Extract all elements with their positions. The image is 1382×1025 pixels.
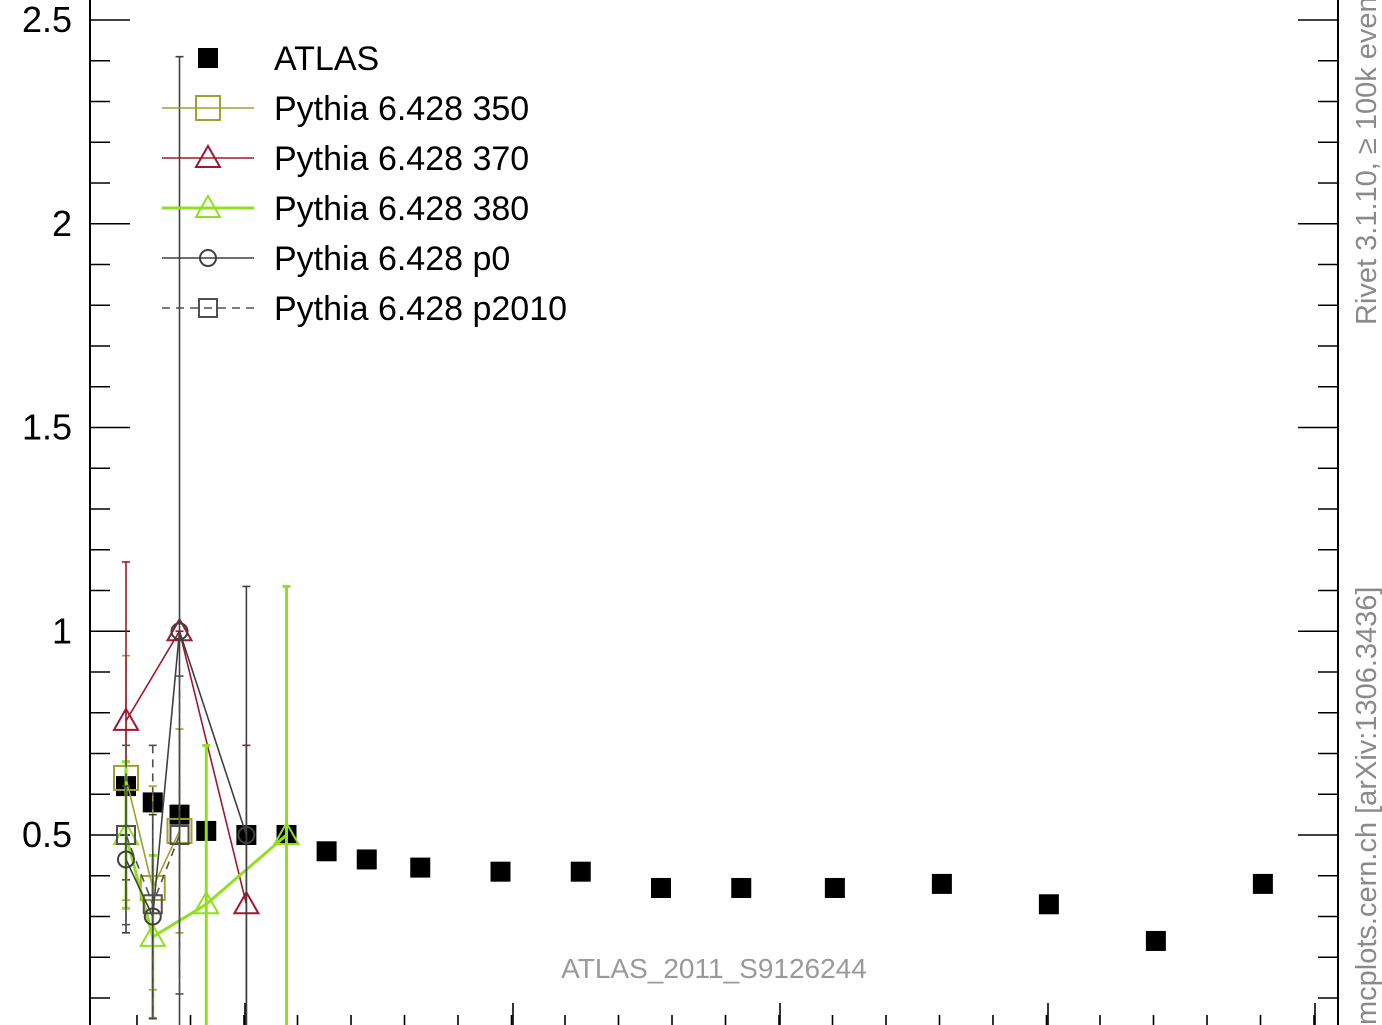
legend-marker	[194, 193, 222, 218]
data-point	[490, 861, 511, 882]
data-point	[112, 706, 140, 731]
y-tick-label: 1.5	[22, 407, 72, 448]
data-point	[731, 877, 752, 898]
legend-entry: Pythia 6.428 p2010	[162, 290, 567, 328]
data-point	[116, 825, 136, 845]
legend-label: Pythia 6.428 p2010	[274, 290, 567, 328]
data-point	[651, 877, 671, 898]
legend-marker	[195, 95, 221, 121]
data-point	[142, 894, 163, 915]
data-point	[931, 873, 952, 894]
mcplots-source-label: mcplots.cern.ch [arXiv:1306.3436]	[1351, 587, 1382, 1025]
legend-marker	[198, 298, 218, 318]
y-tick-label: 2.5	[22, 0, 72, 40]
data-point	[169, 825, 190, 845]
legend-marker	[198, 48, 218, 68]
y-tick-label: 2	[52, 203, 72, 244]
legend-entry: Pythia 6.428 350	[162, 90, 529, 128]
analysis-label: ATLAS_2011_S9126244	[561, 953, 867, 984]
series-atlas	[116, 776, 1273, 951]
series-pythia-6-428-380	[112, 584, 301, 1025]
data-point	[170, 622, 189, 641]
legend-label: Pythia 6.428 p0	[274, 240, 510, 278]
data-point	[356, 849, 377, 870]
plot-frame	[89, 0, 1339, 1025]
legend-entry: Pythia 6.428 370	[162, 140, 529, 178]
data-point	[1252, 873, 1273, 894]
legend-label: ATLAS	[274, 40, 379, 78]
legend-entry: Pythia 6.428 p0	[162, 240, 510, 278]
data-point	[272, 820, 301, 845]
data-point	[824, 877, 845, 898]
series-layer	[112, 55, 1273, 1025]
legend-label: Pythia 6.428 370	[274, 140, 529, 178]
legend-entry: ATLAS	[198, 40, 379, 78]
y-axis: 0.5 1 1.5 2 2.5	[22, 0, 1338, 999]
data-point	[143, 907, 162, 926]
legend-entry: Pythia 6.428 380	[162, 190, 529, 228]
legend: ATLAS Pythia 6.428 350 Pythia 6.428 370 Pyt…	[162, 40, 567, 328]
legend-label: Pythia 6.428 350	[274, 90, 529, 128]
data-point	[237, 826, 256, 844]
x-axis	[136, 1003, 1316, 1025]
series-pythia-6-428-p2010	[116, 675, 190, 1025]
series-line	[125, 629, 248, 905]
data-point	[1145, 930, 1166, 951]
data-point	[1038, 894, 1059, 915]
data-point	[192, 890, 220, 915]
y-tick-label: 0.5	[22, 814, 72, 855]
y-tick-label: 1	[52, 610, 72, 651]
data-point	[117, 850, 135, 869]
data-point	[570, 861, 591, 882]
rivet-version-label: Rivet 3.1.10, ≥ 100k events	[1351, 0, 1382, 325]
legend-marker	[199, 249, 217, 267]
series-line	[125, 631, 248, 920]
legend-marker	[194, 143, 222, 168]
series-line	[125, 834, 181, 907]
legend-label: Pythia 6.428 380	[274, 190, 529, 228]
data-point	[410, 857, 431, 878]
data-point	[316, 841, 337, 862]
